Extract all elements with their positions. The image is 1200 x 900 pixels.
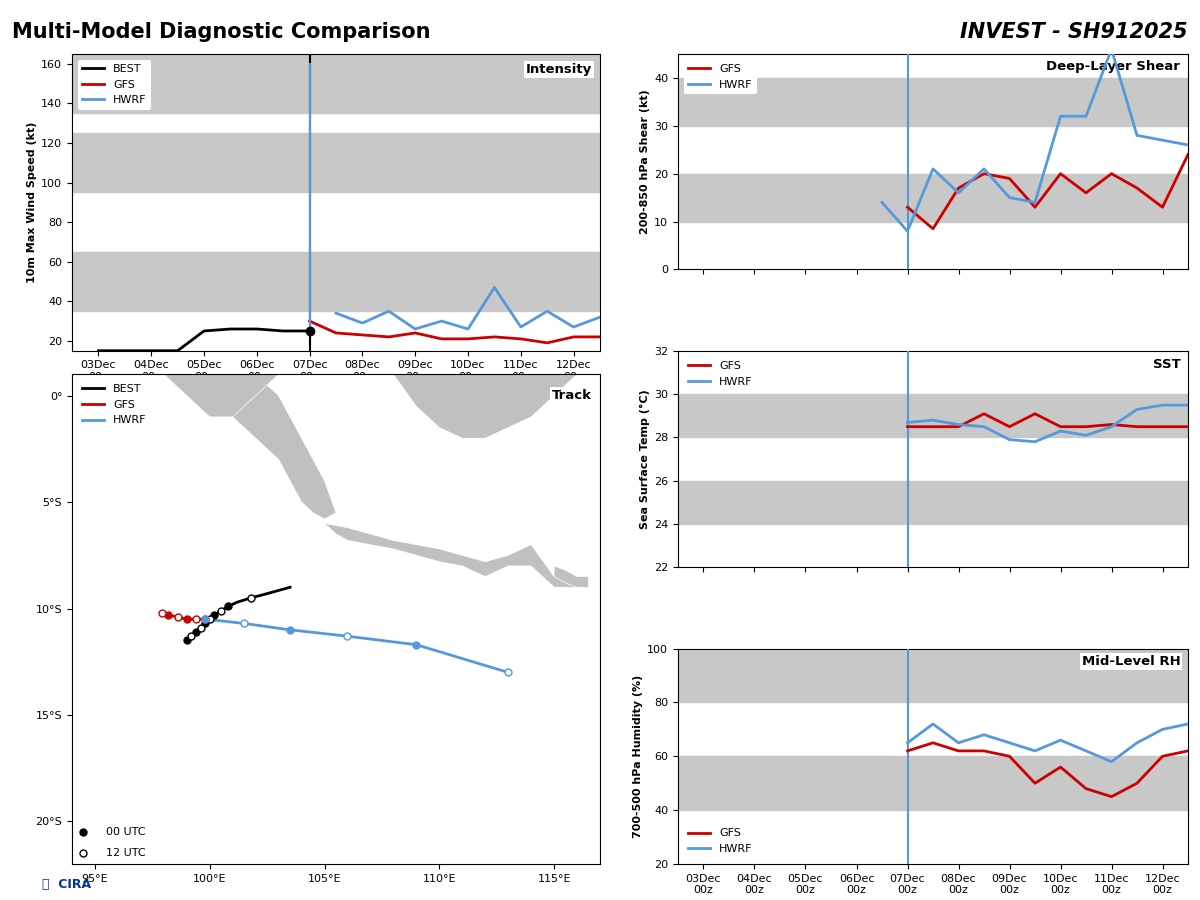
Legend: BEST, GFS, HWRF: BEST, GFS, HWRF [78,380,151,430]
Text: SST: SST [1152,357,1181,371]
Text: Intensity: Intensity [526,63,592,76]
Bar [678,649,1188,702]
Legend: GFS, HWRF: GFS, HWRF [684,59,757,94]
Polygon shape [140,0,256,97]
Text: Deep-Layer Shear: Deep-Layer Shear [1046,60,1181,74]
Polygon shape [600,566,668,608]
Polygon shape [187,268,301,374]
Bar [678,78,1188,126]
Polygon shape [164,310,278,417]
Polygon shape [187,76,301,161]
Text: Multi-Model Diagnostic Comparison: Multi-Model Diagnostic Comparison [12,22,431,42]
Bar [72,252,600,311]
Polygon shape [761,587,829,608]
Bar [72,54,600,113]
Text: INVEST - SH912025: INVEST - SH912025 [960,22,1188,42]
Y-axis label: 10m Max Wind Speed (kt): 10m Max Wind Speed (kt) [26,122,37,284]
Bar [72,133,600,193]
Text: 00 UTC: 00 UTC [107,827,146,837]
Y-axis label: 700-500 hPa Humidity (%): 700-500 hPa Humidity (%) [634,675,643,838]
Bar [678,394,1188,437]
Text: Mid-Level RH: Mid-Level RH [1081,655,1181,668]
Text: Ⓜ  CIRA: Ⓜ CIRA [42,878,91,891]
Y-axis label: Sea Surface Temp (°C): Sea Surface Temp (°C) [640,389,650,529]
Text: Track: Track [552,389,592,402]
Bar [678,756,1188,810]
Polygon shape [95,268,336,519]
Bar [678,174,1188,221]
Polygon shape [668,374,761,481]
Y-axis label: 200-850 hPa Shear (kt): 200-850 hPa Shear (kt) [640,89,650,234]
Polygon shape [278,97,439,183]
Polygon shape [554,566,588,587]
Bar [678,481,1188,524]
Legend: GFS, HWRF: GFS, HWRF [684,356,757,392]
Polygon shape [324,524,577,587]
Text: 12 UTC: 12 UTC [107,849,146,859]
Polygon shape [394,268,612,438]
Legend: BEST, GFS, HWRF: BEST, GFS, HWRF [78,59,151,110]
Legend: GFS, HWRF: GFS, HWRF [684,824,757,859]
